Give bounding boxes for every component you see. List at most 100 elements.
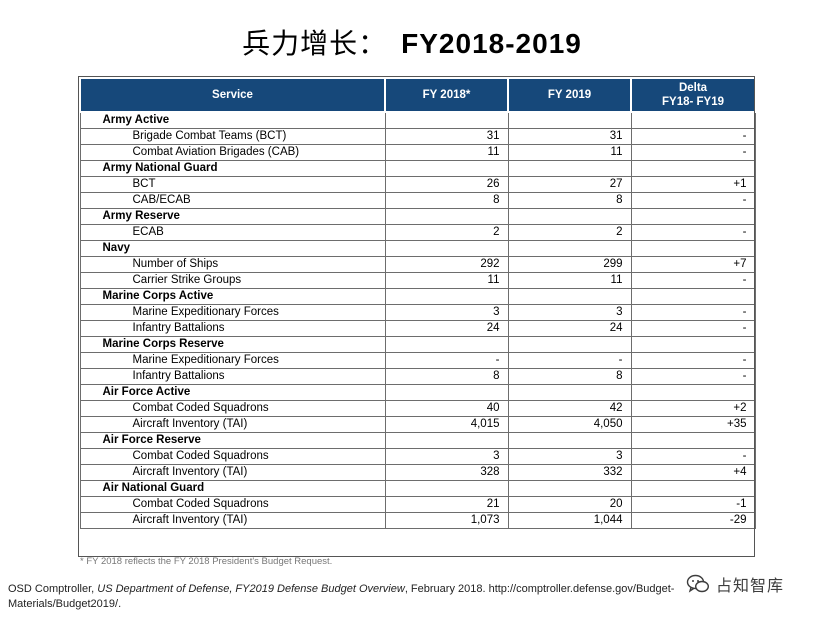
cell-fy2019: 42 <box>507 400 632 417</box>
table-row: Carrier Strike Groups 11 11- <box>79 272 756 289</box>
cell-fy2018 <box>384 384 509 401</box>
cell-fy2018: 40 <box>384 400 509 417</box>
row-label: Combat Coded Squadrons <box>79 448 386 465</box>
cell-fy2018 <box>384 160 509 177</box>
row-label: Navy <box>79 240 386 257</box>
cell-fy2019: 11 <box>507 144 632 161</box>
table-row: Marine Expeditionary Forces 3 3- <box>79 304 756 321</box>
cell-delta: - <box>630 352 756 369</box>
cell-fy2018: 11 <box>384 272 509 289</box>
cell-delta <box>630 432 756 449</box>
cell-fy2019: 3 <box>507 304 632 321</box>
cell-fy2018: 24 <box>384 320 509 337</box>
table-row: Combat Coded Squadrons 21 20 -1 <box>79 496 756 513</box>
cell-fy2019: 11 <box>507 272 632 289</box>
row-label: ECAB <box>79 224 386 241</box>
cell-fy2018: 2 <box>384 224 509 241</box>
cell-fy2018: 292 <box>384 256 509 273</box>
cell-delta <box>630 111 756 129</box>
row-label: Infantry Battalions <box>79 368 386 385</box>
cell-fy2018: 3 <box>384 304 509 321</box>
table-row: Combat Coded Squadrons 3 3- <box>79 448 756 465</box>
cell-fy2019: 332 <box>507 464 632 481</box>
cell-delta: +4 <box>630 464 756 481</box>
cell-fy2018: 8 <box>384 368 509 385</box>
row-label: Carrier Strike Groups <box>79 272 386 289</box>
cell-fy2018: 3 <box>384 448 509 465</box>
table-row: Aircraft Inventory (TAI) 1,073 1,044 -29 <box>79 512 756 529</box>
category-row: Army Active <box>79 111 756 129</box>
table-row: Aircraft Inventory (TAI) 328 332 +4 <box>79 464 756 481</box>
source-citation: OSD Comptroller, US Department of Defens… <box>8 582 698 612</box>
cell-delta: +7 <box>630 256 756 273</box>
table-row: Infantry Battalions 8 8- <box>79 368 756 385</box>
row-label: Aircraft Inventory (TAI) <box>79 416 386 433</box>
cell-fy2018 <box>384 288 509 305</box>
row-label: Brigade Combat Teams (BCT) <box>79 128 386 145</box>
source-prefix: OSD Comptroller, <box>8 583 98 595</box>
cell-fy2018: 31 <box>384 128 509 145</box>
cell-delta: - <box>630 368 756 385</box>
slide-title: 兵力增长： FY2018-2019 <box>0 22 824 62</box>
row-label: Combat Aviation Brigades (CAB) <box>79 144 386 161</box>
cell-fy2018: 4,015 <box>384 416 509 433</box>
table-row: Aircraft Inventory (TAI) 4,015 4,050 +35 <box>79 416 756 433</box>
cell-delta <box>630 208 756 225</box>
row-label: Marine Expeditionary Forces <box>79 304 386 321</box>
row-label: Air Force Active <box>79 384 386 401</box>
cell-delta: +35 <box>630 416 756 433</box>
cell-fy2018: 26 <box>384 176 509 193</box>
source-title: US Department of Defense, FY2019 Defense… <box>97 583 405 595</box>
cell-fy2019: - <box>507 352 632 369</box>
cell-delta: - <box>630 224 756 241</box>
source-suffix: , February 2018. http://comptroller.defe… <box>8 583 675 610</box>
cell-fy2019 <box>507 288 632 305</box>
cell-delta: - <box>630 320 756 337</box>
category-row: Marine Corps Active <box>79 288 756 305</box>
force-structure-table: Service FY 2018* FY 2019 Delta FY18- FY19… <box>79 77 756 529</box>
row-label: Number of Ships <box>79 256 386 273</box>
cell-delta <box>630 160 756 177</box>
header-delta: Delta FY18- FY19 <box>630 77 756 113</box>
cell-fy2019 <box>507 480 632 497</box>
header-delta-line2: FY18- FY19 <box>662 96 724 108</box>
row-label: Combat Coded Squadrons <box>79 400 386 417</box>
cell-fy2018 <box>384 432 509 449</box>
cell-fy2019: 24 <box>507 320 632 337</box>
table-row: Marine Expeditionary Forces - - - <box>79 352 756 369</box>
cell-delta: +1 <box>630 176 756 193</box>
cell-fy2019: 8 <box>507 192 632 209</box>
footnote: * FY 2018 reflects the FY 2018 President… <box>80 556 333 567</box>
cell-fy2019 <box>507 240 632 257</box>
cell-fy2019: 27 <box>507 176 632 193</box>
table-row: Combat Coded Squadrons 40 42 +2 <box>79 400 756 417</box>
cell-fy2018: - <box>384 352 509 369</box>
row-label: Air National Guard <box>79 480 386 497</box>
cell-fy2018: 8 <box>384 192 509 209</box>
row-label: CAB/ECAB <box>79 192 386 209</box>
cell-delta: -29 <box>630 512 756 529</box>
cell-fy2019: 4,050 <box>507 416 632 433</box>
cell-fy2019: 3 <box>507 448 632 465</box>
table-row: Number of Ships 292 299 +7 <box>79 256 756 273</box>
cell-delta: - <box>630 144 756 161</box>
watermark-text: 占知智库 <box>716 576 785 595</box>
cell-fy2019: 1,044 <box>507 512 632 529</box>
cell-delta: -1 <box>630 496 756 513</box>
cell-fy2018 <box>384 111 509 129</box>
row-label: BCT <box>79 176 386 193</box>
cell-fy2019: 2 <box>507 224 632 241</box>
row-label: Marine Corps Reserve <box>79 336 386 353</box>
table-row: Combat Aviation Brigades (CAB) 11 11- <box>79 144 756 161</box>
table-row: BCT 26 27 +1 <box>79 176 756 193</box>
cell-delta <box>630 384 756 401</box>
cell-delta: +2 <box>630 400 756 417</box>
category-row: Air Force Active <box>79 384 756 401</box>
category-row: Air National Guard <box>79 480 756 497</box>
title-zh: 兵力增长： <box>242 27 388 60</box>
cell-fy2019: 31 <box>507 128 632 145</box>
row-label: Air Force Reserve <box>79 432 386 449</box>
row-label: Marine Corps Active <box>79 288 386 305</box>
row-label: Army Active <box>79 111 386 129</box>
title-en: FY2018-2019 <box>401 28 582 59</box>
